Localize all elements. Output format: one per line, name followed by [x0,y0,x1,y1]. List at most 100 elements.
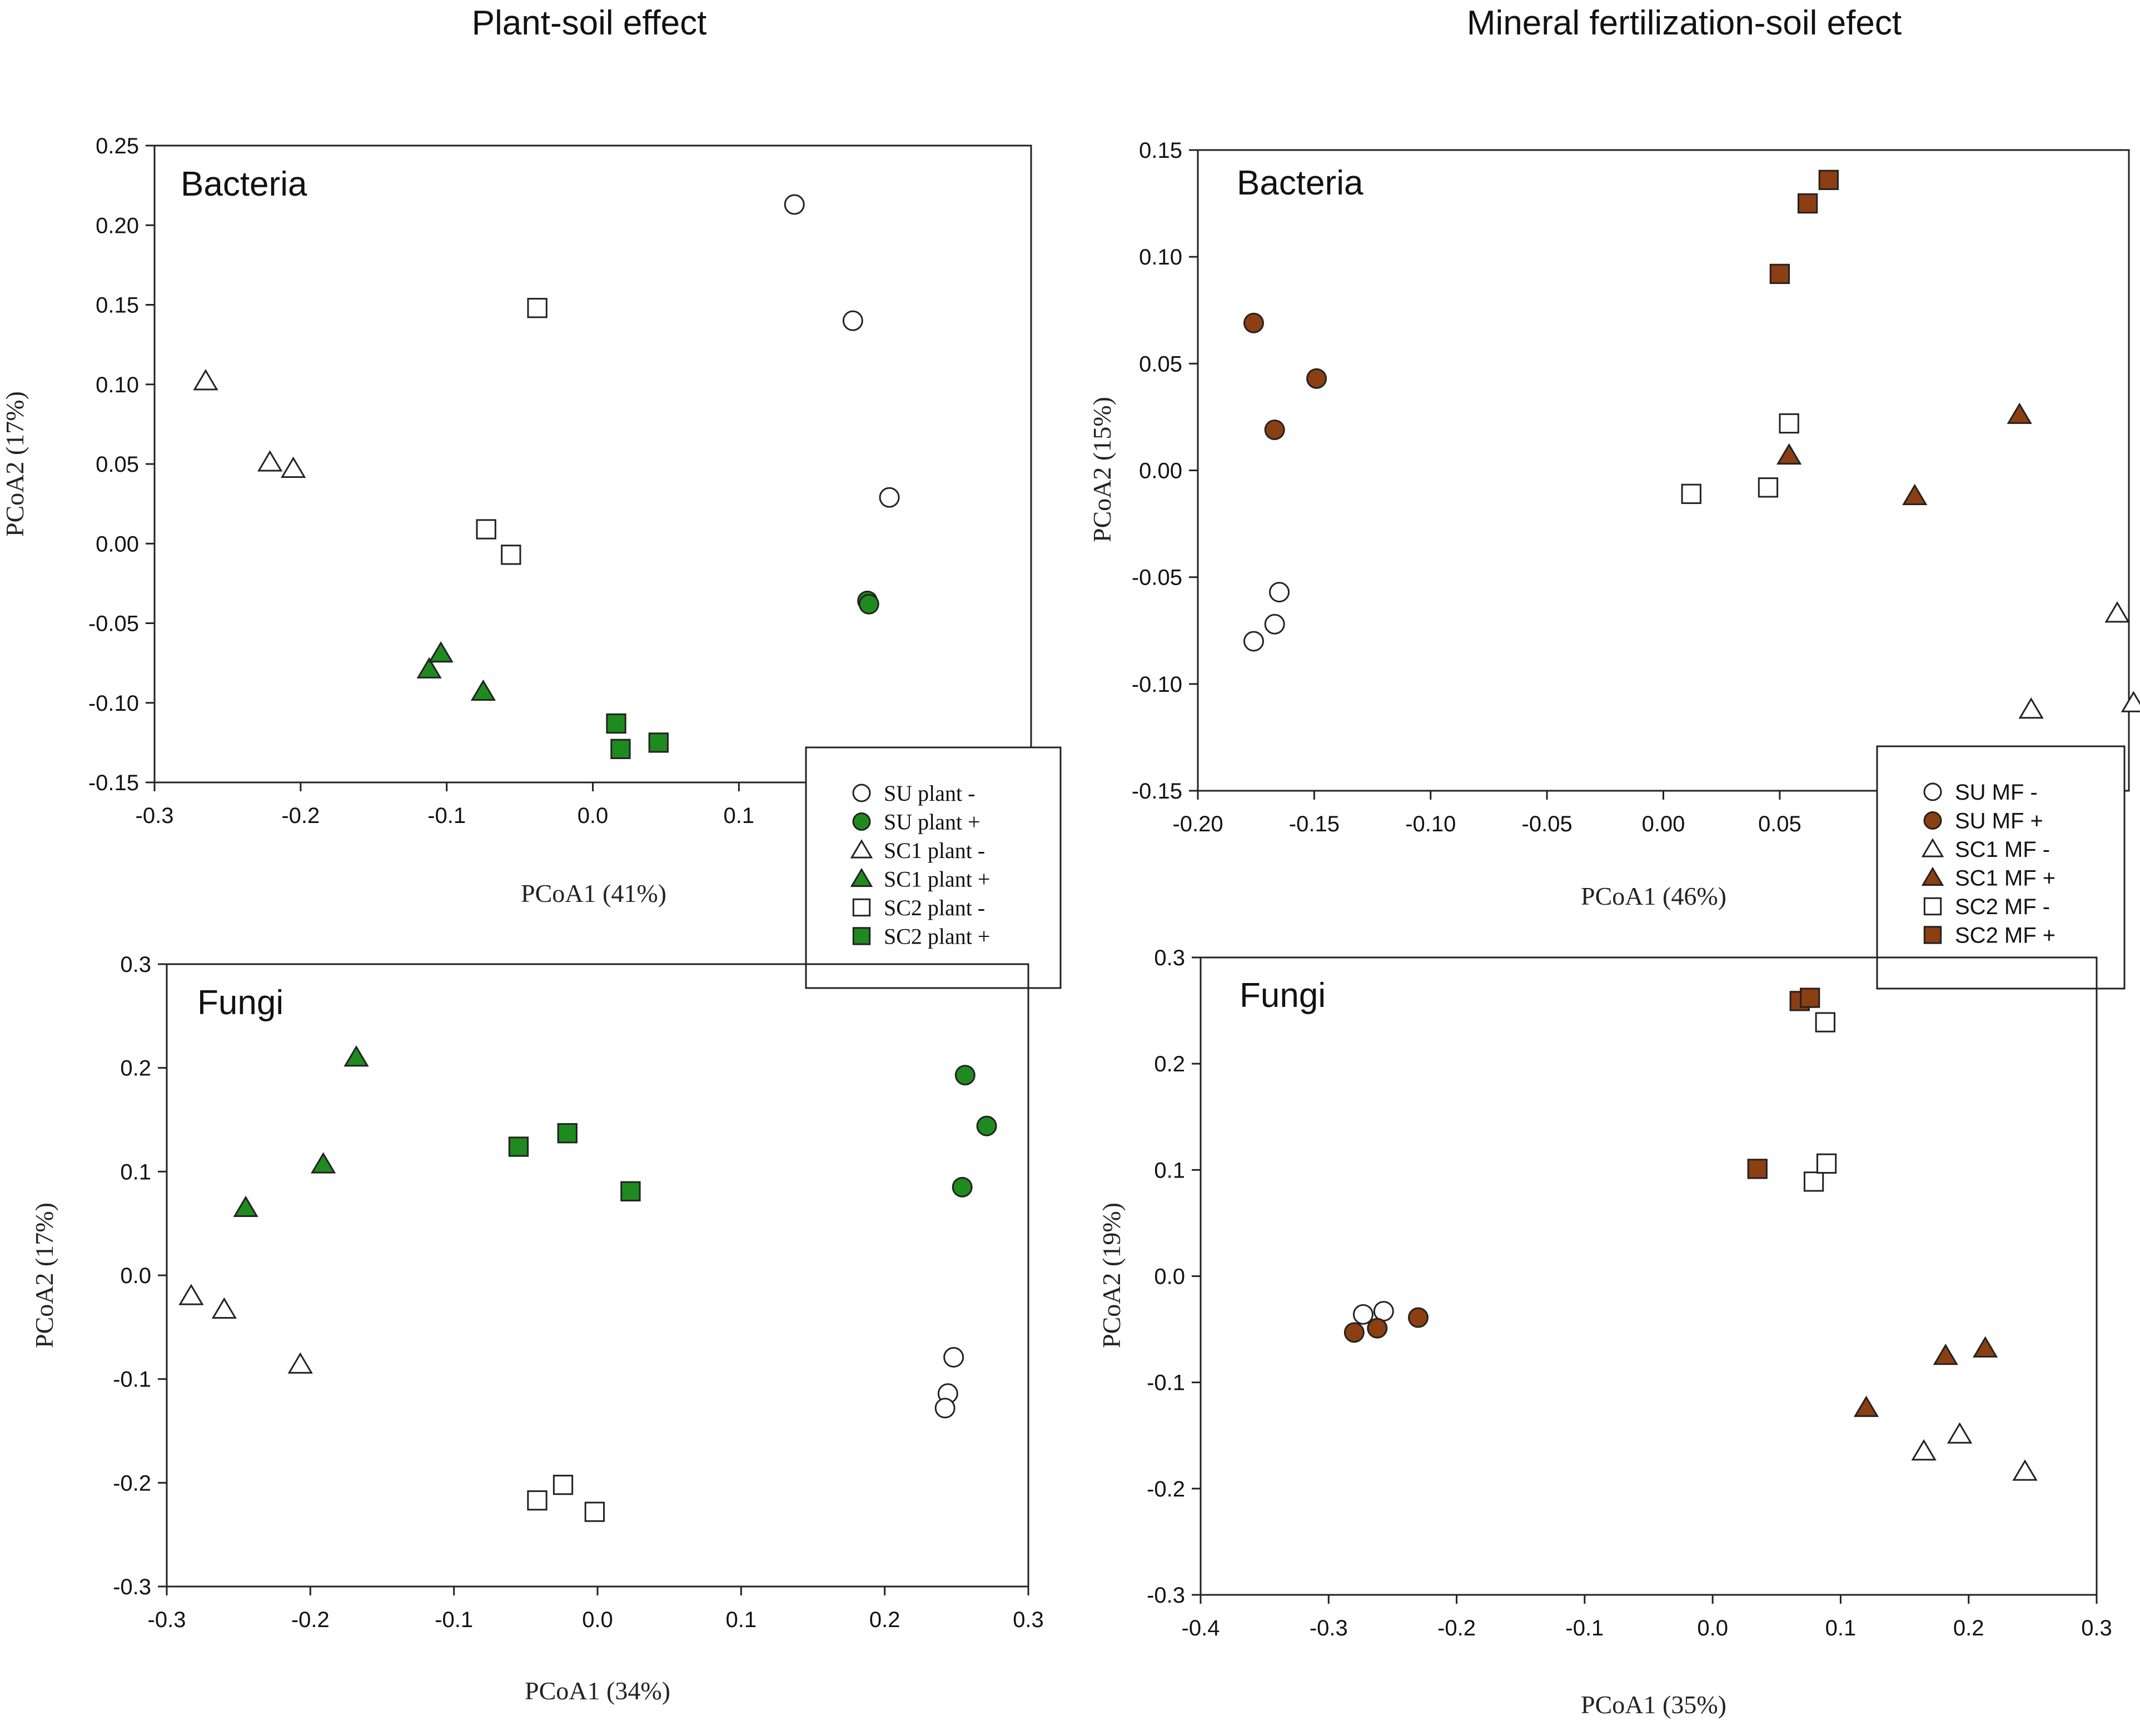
legend-marker [1921,838,1944,857]
legend: SU MF - SU MF + SC1 MF - SC1 MF + SC2 MF - SC… [1876,745,2126,990]
legend-label: SU plant + [884,810,981,835]
header-left: Plant-soil effect [472,4,707,42]
y-tick-label: 0.00 [1139,459,1182,483]
point-sc1-mfminus [2104,601,2130,623]
y-tick-label: 0.0 [120,1264,151,1288]
y-tick-label: -0.3 [1147,1583,1185,1608]
y-tick-label: -0.15 [1132,779,1182,804]
point-sc2-mfminus [1758,477,1779,498]
point-sc1-mfminus [1947,1422,1973,1444]
legend-label: SC2 plant + [884,924,990,949]
legend-label: SU MF + [1955,809,2043,834]
point-sc2-plantminus [476,519,496,540]
point-sc2-plantminus [584,1501,605,1522]
legend-box [805,746,1062,989]
x-tick-label: 0.00 [1642,812,1685,836]
point-su-mfminus [1243,631,1264,652]
plot-frame [153,144,1032,784]
plot-frame [1200,956,2098,1596]
point-sc1-mfminus [1911,1439,1937,1461]
point-sc2-plantplus [648,732,669,753]
point-su-plantplus [954,1065,976,1086]
x-tick-label: 0.2 [1953,1616,1984,1640]
point-sc1-plantminus [178,1284,204,1305]
y-tick-label: 0.00 [96,532,139,556]
point-sc1-plantminus [211,1297,237,1319]
y-tick-label: -0.1 [1147,1371,1185,1395]
x-tick-label: -0.3 [1310,1616,1348,1640]
point-su-plantminus [842,310,863,331]
x-tick-label: -0.2 [281,804,320,828]
point-sc2-mfminus [1816,1153,1837,1174]
y-tick-label: 0.3 [120,952,151,977]
point-su-mfplus [1306,368,1327,389]
point-su-mfminus [1352,1304,1373,1325]
legend-marker [852,898,871,917]
point-sc1-mfplus [1933,1343,1958,1365]
x-tick-label: 0.2 [869,1608,900,1632]
y-tick-label: 0.2 [120,1056,151,1081]
point-sc1-mfplus [1853,1395,1879,1417]
x-tick-label: -0.20 [1172,812,1223,836]
y-tick-label: 0.3 [1154,946,1185,970]
y-tick-label: 0.1 [120,1160,151,1184]
legend-marker [852,927,871,945]
point-sc1-plantplus [233,1195,258,1218]
y-tick-label: 0.10 [1139,245,1182,270]
x-axis-label: PCoA1 (35%) [1581,1690,1726,1719]
point-sc1-mfminus [2012,1459,2038,1481]
point-sc2-mfminus [1815,1012,1835,1032]
point-su-mfplus [1343,1322,1365,1343]
point-sc2-mfplus [1797,193,1818,214]
y-tick-label: 0.15 [96,293,139,318]
point-sc2-plantminus [501,545,521,565]
point-su-mfminus [1269,582,1290,603]
x-tick-label: -0.3 [136,804,174,828]
plot-frame [1197,149,2130,792]
legend-marker [852,812,871,831]
point-sc1-plantminus [287,1352,313,1374]
point-sc2-mfplus [1747,1159,1768,1179]
legend-marker [850,867,873,887]
point-sc2-plantminus [527,1490,548,1511]
y-tick-label: 0.0 [1154,1265,1185,1289]
point-sc1-mfminus [2018,697,2044,719]
point-sc1-plantminus [281,456,306,478]
point-sc2-mfminus [1779,413,1799,434]
panel-mf-bacteria: -0.20 -0.15 -0.10 -0.05 0.00 0.05 -0.15 -0.10 -0… [1088,138,2140,990]
point-su-mfplus [1264,419,1285,440]
y-tick-label: -0.10 [1132,672,1182,697]
legend-marker [1923,926,1942,944]
y-tick-label: 0.1 [1154,1158,1185,1183]
x-tick-label: -0.1 [435,1608,473,1632]
point-sc2-plantplus [557,1123,578,1144]
point-su-plantplus [858,593,879,615]
point-sc2-plantplus [610,739,631,759]
x-tick-label: -0.3 [148,1608,186,1632]
point-sc2-mfplus [1800,987,1820,1008]
legend-label: SC1 plant + [884,867,990,892]
legend-label: SU MF - [1955,780,2038,805]
point-su-plantminus [879,487,900,508]
panel-title: Bacteria [1237,164,1363,202]
legend-label: SC2 MF - [1955,895,2050,919]
point-sc2-plantminus [527,298,548,318]
y-tick-label: 0.05 [1139,352,1182,376]
legend-marker [1923,897,1942,916]
y-axis-label: PCoA2 (19%) [1097,1203,1126,1348]
y-tick-label: -0.1 [113,1368,151,1392]
point-sc1-plantplus [344,1045,369,1067]
point-sc1-mfminus [2121,691,2140,712]
legend-label: SC2 plant - [884,895,985,920]
legend-label: SC1 MF + [1955,866,2056,891]
point-sc1-plantplus [416,657,442,679]
panel-title: Bacteria [181,165,307,203]
x-tick-label: -0.4 [1182,1616,1220,1640]
y-axis-label: PCoA2 (17%) [1,391,29,537]
x-tick-label: -0.05 [1522,812,1572,836]
legend-label: SU plant - [884,781,975,806]
point-sc1-plantplus [470,679,496,701]
x-tick-label: -0.10 [1405,812,1456,836]
y-tick-label: 0.15 [1139,138,1182,163]
point-su-plantminus [934,1398,955,1419]
